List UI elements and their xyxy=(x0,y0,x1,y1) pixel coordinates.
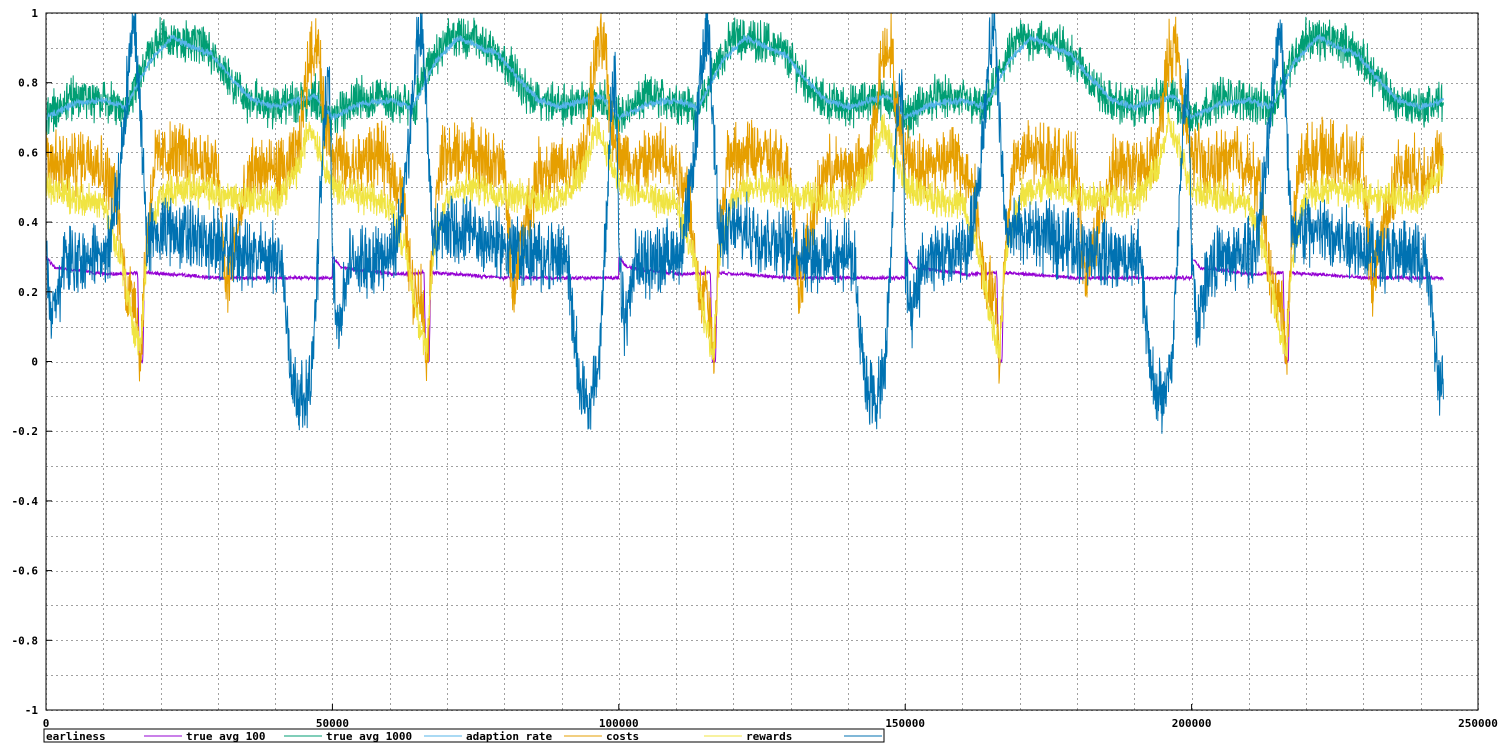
series-line-1 xyxy=(45,16,1444,143)
x-axis-ticks: 0 50000 100000 150000 200000 250000 xyxy=(43,704,1498,730)
y-tick-label: 0.2 xyxy=(18,286,38,299)
series-line-5 xyxy=(45,12,1444,434)
legend-label: true avg 1000 xyxy=(326,730,412,743)
x-tick-label: 0 xyxy=(43,717,50,730)
y-tick-label: 0.8 xyxy=(18,77,38,90)
x-tick-label: 250000 xyxy=(1458,717,1498,730)
y-tick-label: -0.8 xyxy=(12,634,39,647)
y-tick-label: -0.4 xyxy=(12,495,39,508)
legend-label: adaption rate xyxy=(466,730,552,743)
grid-lines xyxy=(46,13,1479,711)
legend-label: rewards xyxy=(746,730,792,743)
y-tick-label: 0.4 xyxy=(18,216,38,229)
y-tick-label: -0.6 xyxy=(12,565,39,578)
legend-box xyxy=(43,728,885,743)
x-tick-label: 150000 xyxy=(885,717,925,730)
plot-series xyxy=(45,12,1444,434)
y-tick-label: -1 xyxy=(25,704,39,717)
legend-label: costs xyxy=(606,730,639,743)
legend-label: earliness xyxy=(46,730,106,743)
y-tick-label: 0.6 xyxy=(18,146,38,159)
x-tick-label: 200000 xyxy=(1172,717,1212,730)
series-line-2 xyxy=(45,34,1444,123)
x-tick-label: 50000 xyxy=(316,717,349,730)
y-tick-label: 0 xyxy=(31,356,38,369)
legend-label: true avg 100 xyxy=(186,730,265,743)
y-axis-ticks: -1 -0.8 -0.6 -0.4 -0.2 0 0.2 0.4 0.6 0.8 1 xyxy=(12,7,52,717)
y-tick-label: 1 xyxy=(31,7,38,20)
series-line-4 xyxy=(45,112,1444,364)
series-line-3 xyxy=(45,12,1444,384)
y-tick-label: -0.2 xyxy=(12,425,39,438)
legend: earliness true avg 100 true avg 1000 adapti… xyxy=(43,728,885,743)
x-tick-label: 100000 xyxy=(599,717,639,730)
